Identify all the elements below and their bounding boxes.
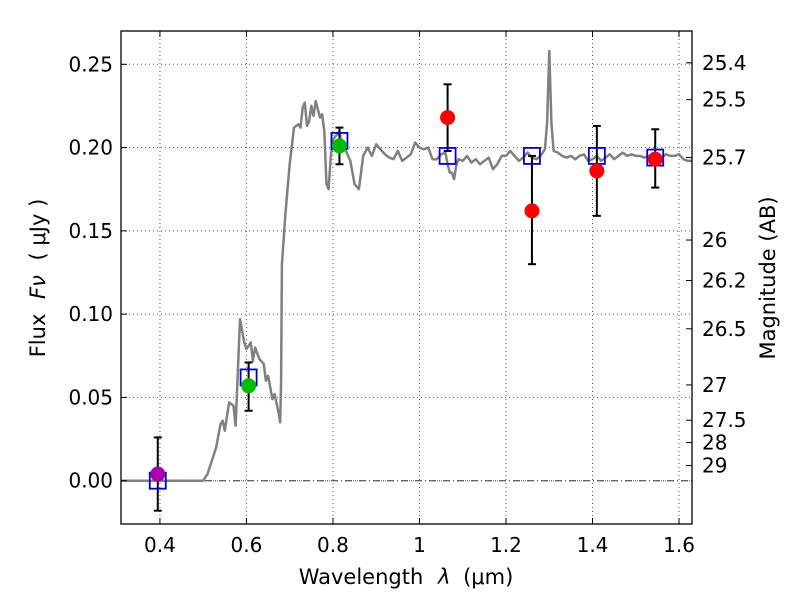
x-tick-label: 0.4 [144,533,176,557]
spectrum-line [121,49,692,482]
axis-ticks [121,31,692,524]
y2-tick-label: 26 [702,228,727,252]
error-bars [153,83,660,512]
y-tick-label: 0.25 [68,52,113,76]
x-axis-title-lambda: λ [437,565,450,589]
observed-point [241,378,257,394]
observed-point [440,110,456,126]
model-spectrum [121,49,692,482]
x-tick-label: 1 [413,533,426,557]
observed-point [331,138,347,154]
y-tick-label: 0.20 [68,136,113,160]
y2-tick-label: 29 [702,454,727,478]
y-tick-label: 0.10 [68,302,113,326]
x-axis-title: Wavelength λ (μm) [299,565,514,589]
y2-tick-label: 26.2 [702,268,747,292]
y2-tick-label: 25.5 [702,88,747,112]
grid-lines [121,31,692,524]
y2-tick-label: 27 [702,373,727,397]
y2-tick-label: 26.5 [702,317,747,341]
y-tick-label: 0.05 [68,385,113,409]
x-tick-label: 1.2 [490,533,522,557]
y-tick-label: 0.15 [68,219,113,243]
x-axis-title-prefix: Wavelength [299,565,424,589]
model-bandpass-squares [148,132,665,490]
tick-labels: 0.4 0.6 0.8 1 1.2 1.4 1.6 0.00 0.05 0.10 0.15 0.20 0… [68,51,746,557]
x-tick-label: 1.4 [577,533,609,557]
y2-tick-label: 25.4 [702,51,747,75]
plot-frame [120,30,693,525]
x-tick-label: 0.6 [231,533,263,557]
x-tick-label: 0.8 [317,533,349,557]
x-tick-label: 1.6 [663,533,695,557]
x-axis-title-unit: (μm) [463,565,513,589]
observed-point [150,466,166,482]
y2-tick-label: 27.5 [702,408,747,432]
y-axis-title: Flux Fν ( μJy ) [26,199,50,358]
y-tick-label: 0.00 [68,469,113,493]
model-square [438,147,457,165]
y2-tick-label: 28 [702,431,727,455]
model-square [523,147,541,165]
right-axis-title: Magnitude (AB) [756,196,780,359]
y-axis-title-unit: ( μJy ) [26,199,50,261]
observed-point [589,163,605,179]
observed-point [524,203,540,219]
observed-points [150,110,663,482]
observed-point [647,151,663,167]
y-axis-title-symbol: Fν [26,275,50,299]
y-axis-title-prefix: Flux [26,314,50,358]
y2-tick-label: 25.7 [702,145,747,169]
